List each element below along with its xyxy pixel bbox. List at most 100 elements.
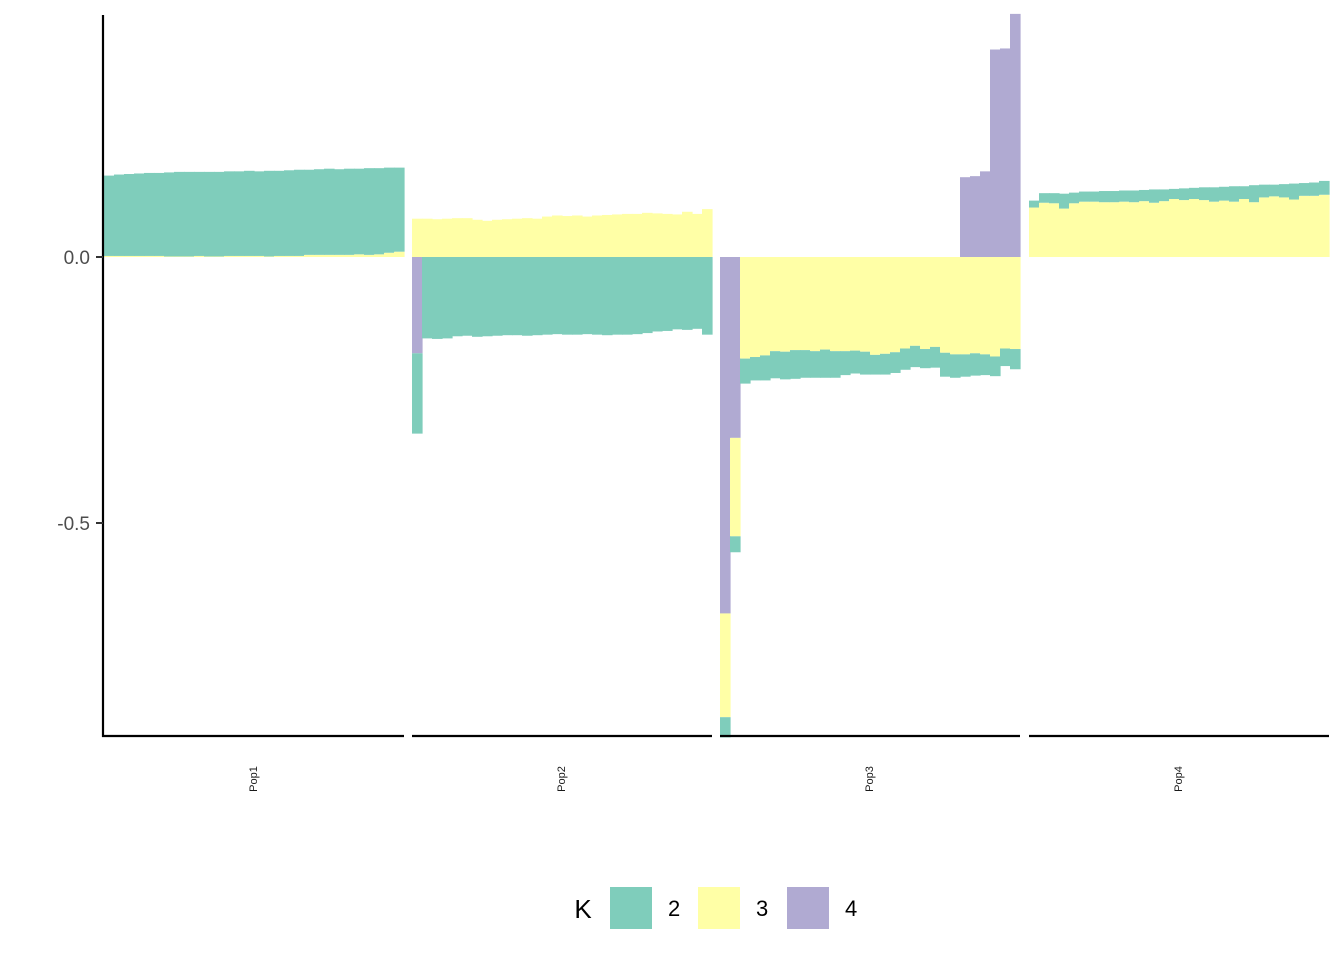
facet-label-pop1: Pop1 <box>248 766 260 792</box>
bar-segment-k3-pop4-1 <box>1029 207 1040 257</box>
bar-segment-k3-pop1-27 <box>364 254 375 257</box>
bar-segment-k2-pop4-8 <box>1099 191 1110 203</box>
bar-segment-k3-pop1-22 <box>314 254 325 257</box>
bar-segment-k2-pop3-1 <box>720 717 731 738</box>
bar-segment-k3-pop4-17 <box>1189 199 1200 257</box>
bar-segment-k2-pop3-28 <box>990 356 1001 377</box>
bar-segment-k3-pop2-7 <box>472 219 483 257</box>
bar-segment-k2-pop1-28 <box>374 168 385 255</box>
bar-segment-k2-pop3-23 <box>940 352 951 377</box>
bar-segment-k2-pop4-24 <box>1259 184 1270 198</box>
bar-segment-k3-pop1-13 <box>224 255 235 257</box>
bar-segment-k2-pop3-2 <box>730 536 741 553</box>
panel-pop4 <box>1029 180 1330 257</box>
bar-segment-k2-pop4-29 <box>1309 182 1320 196</box>
bar-segment-k3-pop3-9 <box>800 257 811 351</box>
bar-segment-k2-pop4-22 <box>1239 186 1250 200</box>
bar-segment-k2-pop3-18 <box>890 352 901 373</box>
bar-segment-k3-pop3-27 <box>980 257 991 355</box>
bar-segment-k2-pop2-26 <box>662 257 673 331</box>
bar-segment-k2-pop1-4 <box>134 173 145 256</box>
bar-segment-k3-pop4-22 <box>1239 199 1250 257</box>
bar-segment-k3-pop1-21 <box>304 254 315 257</box>
bar-segment-k3-pop4-2 <box>1039 202 1050 257</box>
bar-segment-k2-pop1-18 <box>274 170 285 256</box>
bar-segment-k3-pop4-20 <box>1219 200 1230 257</box>
bar-segment-k3-pop1-26 <box>354 254 365 257</box>
facet-label-pop3: Pop3 <box>864 766 876 792</box>
bar-segment-k4-pop3-25 <box>960 177 971 257</box>
bar-segment-k3-pop4-24 <box>1259 197 1270 257</box>
bar-segment-k2-pop3-13 <box>840 351 851 376</box>
bar-segment-k2-pop2-21 <box>612 257 623 335</box>
bar-segment-k2-pop3-8 <box>790 350 801 379</box>
bar-segment-k2-pop4-30 <box>1319 180 1330 195</box>
bar-segment-k3-pop2-29 <box>692 213 703 257</box>
bar-segment-k2-pop1-8 <box>174 171 185 257</box>
bar-segment-k2-pop1-3 <box>124 174 135 256</box>
bar-segment-k3-pop1-12 <box>214 256 225 257</box>
bar-segment-k3-pop2-28 <box>682 211 693 257</box>
bar-segment-k3-pop2-30 <box>702 209 713 257</box>
bar-segment-k3-pop2-18 <box>582 216 593 257</box>
bar-segment-k3-pop2-23 <box>632 213 643 257</box>
bar-segment-k4-pop3-30 <box>1010 13 1021 257</box>
bar-segment-k2-pop2-12 <box>522 257 533 336</box>
bar-segment-k2-pop2-14 <box>542 257 553 335</box>
panel-pop2 <box>412 209 713 434</box>
bar-segment-k3-pop1-8 <box>174 256 185 257</box>
bar-segment-k3-pop1-1 <box>104 255 115 257</box>
bar-segment-k2-pop2-16 <box>562 257 573 335</box>
bar-segment-k3-pop2-11 <box>512 218 523 257</box>
bar-segment-k3-pop4-10 <box>1119 201 1130 257</box>
bar-segment-k3-pop3-24 <box>950 257 961 355</box>
bar-segment-k2-pop4-6 <box>1079 191 1090 202</box>
legend-label-3: 3 <box>756 896 768 921</box>
bar-segment-k2-pop3-16 <box>870 354 881 375</box>
bar-segment-k3-pop2-26 <box>662 213 673 257</box>
bar-segment-k4-pop3-29 <box>1000 48 1011 258</box>
bar-segment-k2-pop1-20 <box>294 169 305 256</box>
legend-swatch-4 <box>787 887 829 929</box>
legend-swatch-3 <box>698 887 740 929</box>
bar-segment-k2-pop2-28 <box>682 257 693 330</box>
bar-segment-k2-pop3-25 <box>960 354 971 377</box>
bar-segment-k2-pop1-22 <box>314 169 325 255</box>
bar-segment-k3-pop1-24 <box>334 254 345 257</box>
bar-segment-k3-pop1-14 <box>234 255 245 257</box>
bar-segment-k2-pop2-15 <box>552 257 563 335</box>
bar-segment-k3-pop2-24 <box>642 212 653 257</box>
bar-segment-k2-pop1-6 <box>154 172 165 256</box>
bar-segment-k3-pop1-18 <box>274 255 285 257</box>
bar-segment-k3-pop2-1 <box>412 218 423 257</box>
bar-segment-k3-pop1-29 <box>384 252 395 257</box>
bar-segment-k3-pop1-23 <box>324 254 335 257</box>
bar-segment-k3-pop1-2 <box>114 255 125 257</box>
bar-segment-k2-pop1-23 <box>324 168 335 255</box>
bar-segment-k2-pop3-24 <box>950 354 961 378</box>
bar-segment-k3-pop2-3 <box>432 219 443 257</box>
bar-segment-k2-pop2-18 <box>582 257 593 335</box>
bar-segment-k3-pop2-2 <box>422 218 433 257</box>
bar-segment-k2-pop3-7 <box>780 351 791 380</box>
bar-segment-k2-pop4-14 <box>1159 189 1170 202</box>
bar-segment-k3-pop3-7 <box>780 257 791 352</box>
bar-segment-k3-pop4-13 <box>1149 202 1160 257</box>
bar-segment-k3-pop1-7 <box>164 256 175 257</box>
bar-segment-k3-pop2-27 <box>672 214 683 257</box>
bar-segment-k2-pop1-13 <box>224 171 235 256</box>
bar-segment-k3-pop2-21 <box>612 214 623 257</box>
bar-segment-k3-pop3-23 <box>940 257 951 353</box>
bar-segment-k2-pop1-10 <box>194 171 205 256</box>
bar-segment-k3-pop1-5 <box>144 255 155 257</box>
bar-segment-k2-pop1-2 <box>114 174 125 256</box>
bar-segment-k3-pop2-9 <box>492 219 503 257</box>
bar-segment-k3-pop3-18 <box>890 257 901 353</box>
bar-segment-k3-pop2-5 <box>452 218 463 257</box>
bar-segment-k2-pop4-2 <box>1039 193 1050 203</box>
bar-segment-k2-pop3-19 <box>900 348 911 370</box>
bar-segment-k2-pop4-27 <box>1289 183 1300 200</box>
bar-segment-k3-pop4-14 <box>1159 201 1170 257</box>
bar-segment-k2-pop4-1 <box>1029 200 1040 208</box>
bar-segment-k2-pop1-19 <box>284 170 295 256</box>
